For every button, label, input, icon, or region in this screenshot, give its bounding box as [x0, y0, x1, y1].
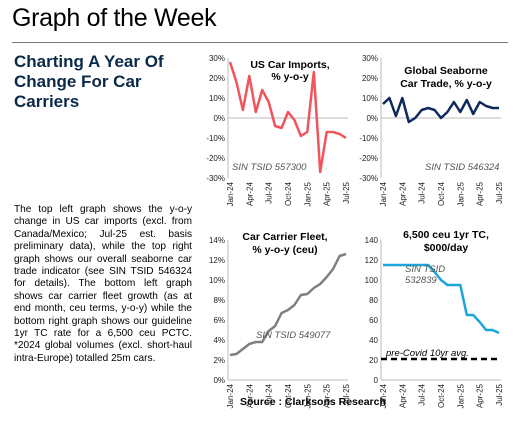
y-tick-label: 2%	[213, 356, 225, 365]
x-tick-label: Jan-25	[456, 181, 465, 206]
x-tick-label: Jul-25	[495, 383, 504, 405]
x-tick-label: Apr-25	[476, 181, 485, 206]
chart-title: 6,500 ceu 1yr TC,	[403, 229, 489, 241]
title-divider	[12, 42, 508, 43]
y-tick-label: -20%	[206, 154, 225, 163]
x-tick-label: Jan-25	[456, 383, 465, 408]
chart-note: SIN TSID 549077	[256, 330, 331, 341]
chart-seaborne-trade: 30% 20% 10% 0% -10% -20% -30%Jan-24 Apr-24 Jul-2…	[359, 54, 504, 206]
y-tick-label: -30%	[359, 174, 378, 183]
description-text: The top left graph shows the y-o-y chang…	[14, 204, 192, 364]
chart-title: % y-o-y (ceu)	[252, 244, 317, 256]
x-tick-label: Apr-25	[476, 383, 485, 408]
chart-title: US Car Imports,	[250, 59, 329, 71]
chart-fleet-growth: 14% 12% 10% 8% 6% 4% 2% 0%Jan-24 Apr-24 Jul-24 Oct…	[209, 231, 351, 408]
y-tick-label: -10%	[206, 134, 225, 143]
x-tick-label: Oct-24	[437, 181, 446, 206]
y-tick-label: 80	[369, 296, 378, 305]
y-tick-label: -10%	[359, 134, 378, 143]
x-tick-label: Apr-25	[323, 383, 332, 408]
y-tick-label: 6%	[213, 316, 225, 325]
y-tick-label: 0%	[366, 114, 378, 123]
chart-note: SIN TSID 546324	[425, 162, 499, 173]
y-tick-label: 20%	[362, 74, 378, 83]
chart-us-imports: 30% 20% 10% 0% -10% -20% -30%Jan-24 Apr-24 Jul-2…	[206, 54, 351, 206]
y-tick-label: 0%	[213, 376, 225, 385]
x-tick-label: Jul-24	[265, 181, 274, 203]
x-tick-label: Oct-24	[284, 181, 293, 206]
x-tick-label: Apr-24	[245, 181, 254, 206]
y-tick-label: 12%	[209, 256, 225, 265]
y-tick-label: 140	[365, 236, 379, 245]
baseline-label: pre-Covid 10yr avg.	[385, 348, 469, 359]
chart-note: SIN TSID	[405, 264, 445, 275]
chart-title: Global Seaborne	[404, 65, 488, 77]
y-tick-label: 0%	[213, 114, 225, 123]
chart-title: Car Trade, % y-o-y	[400, 78, 492, 90]
x-tick-label: Apr-24	[245, 383, 254, 408]
chart-title: Car Carrier Fleet,	[242, 231, 327, 243]
x-tick-label: Jan-24	[379, 181, 388, 206]
chart-note: 532839	[405, 275, 437, 286]
x-tick-label: Jan-24	[379, 383, 388, 408]
y-tick-label: 14%	[209, 236, 225, 245]
y-tick-label: 30%	[209, 54, 225, 63]
chart-title: $000/day	[424, 242, 469, 254]
x-tick-label: Jan-24	[226, 181, 235, 206]
y-tick-label: 40	[369, 336, 378, 345]
y-tick-label: 0	[374, 376, 379, 385]
chart-title: % y-o-y	[271, 71, 309, 83]
x-tick-label: Jul-24	[418, 383, 427, 405]
y-tick-label: 100	[365, 276, 379, 285]
x-tick-label: Jul-24	[418, 181, 427, 203]
chart-note: SIN TSID 557300	[232, 162, 307, 173]
x-tick-label: Apr-25	[323, 181, 332, 206]
y-tick-label: 60	[369, 316, 378, 325]
x-tick-label: Jan-25	[303, 181, 312, 206]
x-tick-label: Apr-24	[398, 181, 407, 206]
x-tick-label: Jul-24	[265, 383, 274, 405]
page-title: Graph of the Week	[12, 4, 217, 32]
y-tick-label: 20	[369, 356, 378, 365]
y-tick-label: 20%	[209, 74, 225, 83]
y-tick-label: 10%	[209, 276, 225, 285]
y-tick-label: 8%	[213, 296, 225, 305]
x-tick-label: Oct-24	[284, 383, 293, 408]
x-tick-label: Jul-25	[342, 383, 351, 405]
x-tick-label: Jan-24	[226, 383, 235, 408]
page-subtitle: Charting A Year Of Change For Car Carrie…	[14, 52, 164, 111]
y-tick-label: 10%	[362, 94, 378, 103]
series-line	[383, 263, 500, 335]
y-tick-label: -30%	[206, 174, 225, 183]
y-tick-label: -20%	[359, 154, 378, 163]
y-tick-label: 120	[365, 256, 379, 265]
x-tick-label: Jul-25	[495, 181, 504, 203]
x-tick-label: Jan-25	[303, 383, 312, 408]
source-note: Source : Clarksons Research	[240, 396, 386, 408]
x-tick-label: Oct-24	[437, 383, 446, 408]
x-tick-label: Apr-24	[398, 383, 407, 408]
y-tick-label: 30%	[362, 54, 378, 63]
y-tick-label: 4%	[213, 336, 225, 345]
y-tick-label: 10%	[209, 94, 225, 103]
x-tick-label: Jul-25	[342, 181, 351, 203]
